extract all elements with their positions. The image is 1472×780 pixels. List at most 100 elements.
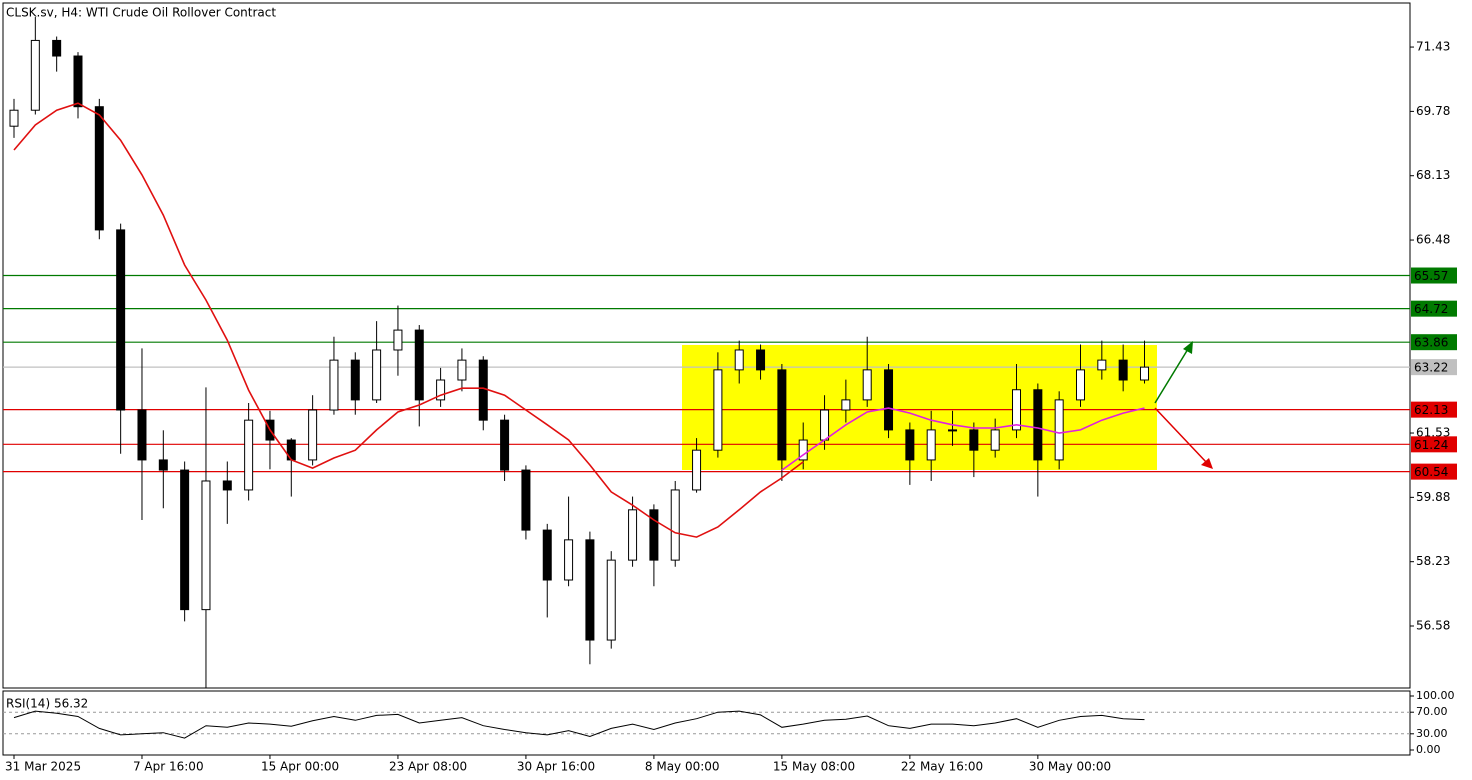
level-label: 62.13 xyxy=(1414,403,1448,417)
level-label: 65.57 xyxy=(1414,269,1448,283)
level-label-box xyxy=(1411,463,1457,480)
rsi-title: RSI(14) 56.32 xyxy=(6,697,88,711)
moving-average xyxy=(13,102,804,538)
y-tick-label: 66.48 xyxy=(1416,233,1450,247)
arrows xyxy=(1154,341,1213,469)
candle-body xyxy=(926,429,936,461)
chart-title: CLSK.sv, H4: WTI Crude Oil Rollover Cont… xyxy=(6,6,276,20)
candle-body xyxy=(542,529,552,581)
candle-body xyxy=(244,419,254,491)
arrow-up xyxy=(1154,348,1189,404)
x-tick-label: 31 Mar 2025 xyxy=(5,760,81,774)
candle-body xyxy=(670,489,680,561)
candle-body xyxy=(478,359,488,421)
candle-body xyxy=(649,509,659,561)
y-tick-label: 100.00 xyxy=(1416,689,1455,702)
y-tick-label: 0.00 xyxy=(1416,743,1441,756)
rsi-pane-border xyxy=(2,690,1411,756)
candle-body xyxy=(1033,389,1043,461)
level-label-box xyxy=(1411,401,1457,418)
candle-body xyxy=(73,55,83,108)
candle-body xyxy=(94,106,104,231)
main-pane-border xyxy=(2,2,1411,689)
candle-body xyxy=(1118,359,1128,381)
candle-body xyxy=(1097,359,1107,371)
y-tick-label: 68.13 xyxy=(1416,168,1450,182)
y-tick-label: 58.23 xyxy=(1416,554,1450,568)
candle-body xyxy=(308,409,318,461)
candle-body xyxy=(713,369,723,451)
candle-body xyxy=(884,369,894,431)
arrow-up-head xyxy=(1183,341,1193,354)
candle-body xyxy=(734,349,744,371)
candle-body xyxy=(180,469,190,611)
candle-body xyxy=(585,539,595,641)
x-tick-label: 15 Apr 00:00 xyxy=(261,760,339,774)
candle-body xyxy=(777,369,787,461)
candle-body xyxy=(628,509,638,561)
candle-body xyxy=(521,469,531,531)
candle-body xyxy=(30,39,40,111)
level-label-box xyxy=(1411,436,1457,453)
candle-body xyxy=(201,480,211,611)
x-tick-label: 22 May 16:00 xyxy=(901,760,983,774)
level-label: 63.86 xyxy=(1414,336,1448,350)
candle-body xyxy=(1012,389,1022,431)
candle-body xyxy=(116,229,126,411)
candle-body xyxy=(948,429,958,432)
candle-body xyxy=(158,459,168,471)
x-tick-label: 30 Apr 16:00 xyxy=(517,760,595,774)
candle-body xyxy=(692,449,702,491)
level-label: 64.72 xyxy=(1414,302,1448,316)
candle-body xyxy=(1139,366,1149,381)
candle-body xyxy=(990,429,1000,451)
candle-body xyxy=(969,429,979,451)
level-label-box xyxy=(1411,300,1457,317)
candle-body xyxy=(564,539,574,581)
candle-body xyxy=(137,409,147,461)
x-tick-label: 23 Apr 08:00 xyxy=(389,760,467,774)
candle-body xyxy=(414,329,424,401)
y-tick-label: 61.53 xyxy=(1416,426,1450,440)
x-tick-label: 7 Apr 16:00 xyxy=(133,760,204,774)
candle-body xyxy=(372,349,382,401)
candle-body xyxy=(1054,399,1064,461)
range-zone xyxy=(682,345,1157,470)
candle-body xyxy=(329,359,339,411)
y-tick-label: 59.88 xyxy=(1416,490,1450,504)
level-label-box xyxy=(1411,267,1457,284)
candle-body xyxy=(350,359,360,401)
candle-body xyxy=(52,39,62,57)
y-tick-label: 30.00 xyxy=(1416,727,1448,740)
arrow-down-head xyxy=(1201,458,1213,469)
x-tick-label: 8 May 00:00 xyxy=(645,760,720,774)
level-label-box xyxy=(1411,334,1457,351)
candle-body xyxy=(862,369,872,401)
candle-body xyxy=(820,409,830,441)
y-tick-label: 69.78 xyxy=(1416,104,1450,118)
candle-body xyxy=(393,329,403,351)
arrow-down xyxy=(1154,407,1208,464)
candle-body xyxy=(1076,369,1085,401)
candle-body xyxy=(905,429,915,461)
level-label: 61.24 xyxy=(1414,438,1448,452)
moving-average xyxy=(781,407,1145,471)
x-tick-label: 15 May 08:00 xyxy=(773,760,855,774)
candle-body xyxy=(9,109,19,127)
candle-body xyxy=(606,559,616,641)
x-tick-label: 30 May 00:00 xyxy=(1029,760,1111,774)
candle-body xyxy=(436,379,446,401)
candle-body xyxy=(756,349,766,371)
y-tick-label: 70.00 xyxy=(1416,705,1448,718)
level-label: 60.54 xyxy=(1414,465,1448,479)
level-label: 63.22 xyxy=(1414,361,1448,375)
y-tick-label: 56.58 xyxy=(1416,619,1450,633)
candle-body xyxy=(222,480,232,491)
y-tick-label: 71.43 xyxy=(1416,40,1450,54)
candle-body xyxy=(798,439,808,461)
rsi-line xyxy=(13,710,1145,739)
candle-body xyxy=(500,419,510,471)
candle-body xyxy=(457,359,467,381)
level-label-box xyxy=(1411,359,1457,376)
